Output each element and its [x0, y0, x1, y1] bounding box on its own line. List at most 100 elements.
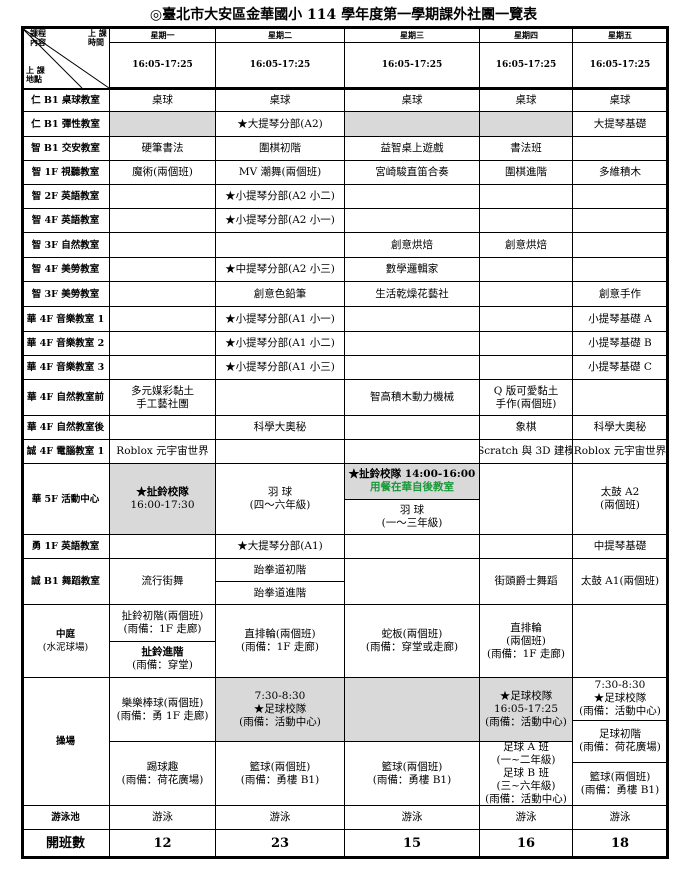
- cell: [110, 307, 216, 332]
- cell-line: 足球初階: [599, 728, 641, 741]
- room-label: 智 3F 自然教室: [22, 233, 110, 258]
- cell-text: 創意手作: [599, 287, 641, 300]
- cell-text: 硬筆書法: [141, 142, 184, 154]
- time: 16:05-17:25: [132, 59, 193, 70]
- corner-line: 地點: [26, 74, 42, 84]
- cell: 游泳: [110, 806, 216, 830]
- cell-text: 桌球: [269, 94, 291, 106]
- cell-text: 大提琴基礎: [593, 117, 647, 130]
- cell-text: 桌球: [401, 94, 423, 106]
- cell-text: 游泳: [609, 811, 631, 823]
- cell-text: ★小提琴分部(A2 小一): [225, 214, 335, 226]
- room-label: 游泳池: [22, 806, 110, 830]
- corner-line: 上 課: [88, 28, 107, 38]
- cell-line: (兩個班): [506, 634, 546, 647]
- cell-line: (雨備：活動中心): [485, 793, 567, 805]
- cell-text: 科學大奧秘: [253, 421, 307, 433]
- cell: 籃球(兩個班) (雨備：勇樓 B1): [216, 742, 345, 806]
- time: 16:05-17:25: [381, 59, 443, 70]
- cell: 流行街舞: [110, 559, 216, 605]
- cell-line: 籃球(兩個班): [589, 771, 651, 784]
- cell-line: (水泥球場): [42, 642, 89, 653]
- cell: [216, 380, 345, 416]
- cell: 桌球: [480, 90, 573, 112]
- room-label: 華 4F 音樂教室 1: [22, 307, 110, 332]
- cell-text: 華 5F 活動中心: [31, 493, 100, 505]
- cell-line: 用餐在華自後教室: [370, 481, 454, 494]
- cell-line: 籃球(兩個班): [249, 760, 311, 773]
- cell-line: (雨備：1F 走廊): [487, 647, 565, 660]
- cell-line: 直排輪(兩個班): [244, 628, 316, 640]
- room-label: 開班數: [22, 830, 110, 858]
- cell-text: 桌球: [152, 94, 173, 106]
- cell-text: 小提琴基礎 A: [588, 312, 652, 325]
- cell: 魔術(兩個班): [110, 161, 216, 185]
- cell-line: 手工藝社團: [136, 397, 189, 410]
- cell-text: 智 4F 美勞教室: [31, 264, 100, 275]
- cell-text: 16: [516, 836, 536, 851]
- cell-text: 小提琴基礎 B: [588, 337, 652, 349]
- cell: [345, 559, 480, 605]
- cell: [573, 258, 668, 282]
- cell-text: 中提琴基礎: [593, 540, 647, 552]
- cell: [110, 535, 216, 559]
- cell-text: 智 2F 英語教室: [31, 191, 100, 202]
- cell-line: (雨備：荷花廣場): [121, 773, 204, 786]
- day: 星期四: [514, 29, 538, 40]
- cell-line: ★足球校隊: [499, 690, 553, 702]
- cell-line: ★扯鈴校隊: [136, 486, 189, 498]
- cell-line: 16:00-17:30: [130, 499, 195, 511]
- corner-place: 上 課地點: [26, 66, 45, 84]
- cell-text: 華 4F 音樂教室 1: [26, 313, 105, 325]
- cell-text: 創意烘焙: [505, 238, 547, 251]
- cell-line: Q 版可愛黏土: [493, 384, 559, 397]
- cell-line: 直排輪: [510, 621, 542, 634]
- cell: 扯鈴初階(兩個班) (雨備：1F 走廊): [110, 605, 216, 642]
- time: 16:05-17:25: [589, 59, 651, 70]
- cell: 12: [110, 830, 216, 858]
- cell: 7:30-8:30 ★足球校隊 (雨備：活動中心): [216, 678, 345, 742]
- cell: [345, 112, 480, 137]
- day: 星期二: [268, 29, 292, 40]
- cell-line: (三~六年級): [496, 780, 556, 792]
- cell: 太鼓 A2 (兩個班): [573, 464, 668, 535]
- cell-text: 勇 1F 英語教室: [31, 541, 100, 552]
- cell-line: 7:30-8:30: [254, 690, 306, 702]
- day-header: 星期二: [216, 28, 345, 43]
- cell: 跆拳道初階: [216, 559, 345, 582]
- cell: 創意手作: [573, 282, 668, 307]
- cell-text: 智 3F 美勞教室: [31, 288, 100, 300]
- cell: ★小提琴分部(A1 小三): [216, 356, 345, 380]
- cell: 跆拳道進階: [216, 582, 345, 605]
- cell: ★扯鈴校隊 16:00-17:30: [110, 464, 216, 535]
- time-header: 16:05-17:25: [216, 43, 345, 88]
- cell-text: ★小提琴分部(A2 小二): [225, 190, 335, 202]
- cell-line: ★扯鈴校隊 14:00-16:00: [348, 468, 476, 481]
- room-label: 操場: [22, 678, 110, 806]
- cell: 圍棋進階: [480, 161, 573, 185]
- cell-text: 數學邏輯家: [385, 263, 439, 275]
- cell: MV 潮舞(兩個班): [216, 161, 345, 185]
- cell: 足球初階 (雨備：荷花廣場): [573, 720, 668, 764]
- cell: 益智桌上遊戲: [345, 137, 480, 161]
- cell: [480, 535, 573, 559]
- cell-text: 宮崎駿直笛合奏: [375, 166, 449, 178]
- cell-line: 羽 球: [267, 486, 293, 498]
- cell-line: ★足球校隊: [253, 703, 307, 715]
- cell-text: 桌球: [609, 94, 631, 106]
- cell: ★小提琴分部(A1 小一): [216, 307, 345, 332]
- cell-line: (雨備：活動中心): [579, 705, 661, 718]
- cell: [110, 233, 216, 258]
- room-label: 華 5F 活動中心: [22, 464, 110, 535]
- cell: [110, 282, 216, 307]
- cell-text: 游泳: [401, 811, 423, 823]
- cell-line: (雨備：活動中心): [239, 716, 321, 728]
- cell-line: 扯鈴進階: [141, 646, 184, 659]
- cell-text: 益智桌上遊戲: [380, 142, 444, 154]
- cell-line: (一～三年級): [381, 516, 443, 529]
- cell-text: 仁 B1 彈性教室: [31, 118, 100, 130]
- corner-diagonals: [22, 28, 110, 88]
- cell: 創意烘焙: [345, 233, 480, 258]
- cell-line: 7:30-8:30: [594, 679, 646, 692]
- cell-text: 流行街舞: [141, 575, 184, 587]
